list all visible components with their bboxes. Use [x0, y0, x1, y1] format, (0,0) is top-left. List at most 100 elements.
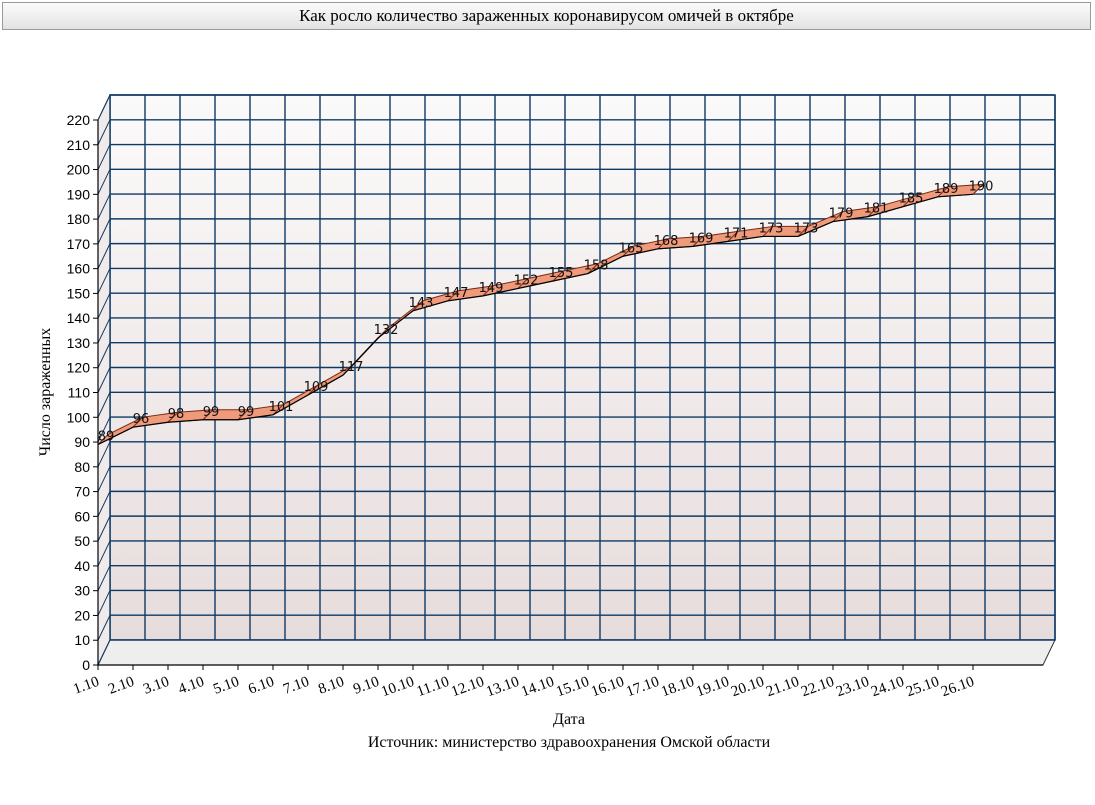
gridline-side — [97, 144, 111, 170]
x-tick-label: 7.10 — [281, 674, 311, 698]
y-tick-label: 110 — [68, 385, 91, 401]
x-tick-label: 11.10 — [415, 674, 452, 700]
gridline-side — [97, 416, 111, 443]
x-tick-label: 14.10 — [519, 674, 556, 701]
y-tick-label: 40 — [74, 558, 90, 574]
x-tick-label: 19.10 — [694, 674, 731, 701]
gridline-side — [97, 94, 111, 121]
x-tick-label: 16.10 — [589, 674, 626, 701]
data-label: 143 — [409, 296, 434, 311]
data-label: 99 — [203, 405, 220, 420]
data-label: 158 — [584, 259, 609, 274]
y-tick-label: 30 — [74, 583, 90, 599]
gridline-side — [97, 392, 111, 418]
data-label: 190 — [969, 179, 994, 194]
y-tick-label: 190 — [67, 186, 91, 202]
gridline-side — [97, 565, 111, 591]
y-tick-label: 20 — [74, 607, 90, 623]
gridline-side — [97, 639, 111, 666]
gridline-side — [97, 317, 111, 344]
x-tick-label: 1.10 — [71, 674, 101, 698]
data-label: 132 — [374, 323, 399, 338]
data-label: 169 — [689, 231, 714, 246]
y-tick-label: 10 — [74, 632, 90, 648]
x-tick-label: 12.10 — [449, 674, 486, 701]
y-tick-label: 160 — [67, 261, 91, 277]
data-label: 101 — [269, 400, 294, 415]
gridline-side — [97, 218, 111, 245]
gridline-side — [97, 540, 111, 567]
data-label: 117 — [339, 360, 364, 375]
series-line — [97, 193, 974, 446]
data-label: 96 — [133, 412, 150, 427]
y-tick-label: 130 — [67, 335, 91, 351]
x-tick-label: 15.10 — [554, 674, 591, 701]
x-tick-label: 9.10 — [351, 674, 381, 698]
data-label: 173 — [759, 221, 784, 236]
x-tick-label: 3.10 — [141, 674, 171, 698]
gridline-side — [97, 268, 111, 294]
data-label: 99 — [238, 405, 255, 420]
data-label: 98 — [168, 407, 185, 422]
data-label: 155 — [549, 266, 574, 281]
source-note: Источник: министерство здравоохранения О… — [368, 734, 771, 751]
y-tick-label: 200 — [67, 162, 91, 178]
x-tick-label: 13.10 — [484, 674, 521, 701]
y-tick-label: 100 — [67, 409, 91, 425]
y-tick-label: 0 — [82, 657, 90, 673]
y-tick-label: 90 — [74, 434, 90, 450]
x-tick-label: 26.10 — [939, 674, 976, 701]
y-tick-label: 80 — [74, 459, 90, 475]
data-label: 109 — [304, 380, 329, 395]
x-tick-label: 5.10 — [211, 674, 241, 698]
data-label: 189 — [934, 182, 959, 197]
data-label: 147 — [444, 286, 469, 301]
x-tick-label: 8.10 — [316, 674, 346, 698]
x-tick-label: 24.10 — [869, 674, 906, 701]
x-tick-label: 10.10 — [379, 674, 416, 701]
gridline-side — [97, 193, 111, 220]
data-label: 173 — [794, 221, 819, 236]
y-tick-label: 50 — [74, 533, 90, 549]
gridline-side — [97, 243, 111, 269]
data-label: 171 — [724, 226, 749, 241]
gridline-side — [97, 169, 111, 195]
data-label: 181 — [864, 202, 889, 217]
chart-title: Как росло количество зараженных коронави… — [2, 2, 1091, 30]
x-tick-label: 6.10 — [246, 674, 276, 698]
data-label: 89 — [98, 430, 115, 445]
series-end-cap — [972, 183, 984, 195]
x-axis-label: Дата — [553, 711, 585, 728]
gridline-side — [97, 590, 111, 616]
gridline-side — [97, 342, 111, 368]
data-label: 149 — [479, 281, 504, 296]
x-tick-label: 23.10 — [834, 674, 871, 701]
y-tick-label: 60 — [74, 508, 90, 524]
gridline-side — [97, 491, 111, 517]
x-tick-label: 17.10 — [624, 674, 661, 701]
gridline-side — [97, 466, 111, 492]
data-label: 165 — [619, 241, 644, 256]
y-tick-label: 210 — [67, 137, 91, 153]
y-tick-label: 180 — [67, 211, 91, 227]
x-tick-label: 2.10 — [106, 674, 136, 698]
x-tick-label: 25.10 — [904, 674, 941, 701]
gridline-side — [97, 615, 111, 641]
x-tick-label: 21.10 — [764, 674, 801, 701]
data-label: 168 — [654, 234, 679, 249]
gridline-side — [97, 119, 111, 145]
x-tick-label: 18.10 — [659, 674, 696, 701]
x-tick-label: 4.10 — [176, 674, 206, 698]
y-tick-label: 70 — [74, 484, 90, 500]
floor — [97, 639, 1056, 666]
y-tick-label: 150 — [67, 285, 91, 301]
data-label: 179 — [829, 207, 854, 222]
gridline-side — [97, 367, 111, 393]
gridline-side — [97, 515, 111, 542]
y-tick-label: 170 — [67, 236, 91, 252]
y-tick-label: 220 — [67, 112, 91, 128]
gridline-side — [97, 292, 111, 319]
x-tick-label: 20.10 — [729, 674, 766, 701]
y-tick-label: 140 — [67, 310, 91, 326]
